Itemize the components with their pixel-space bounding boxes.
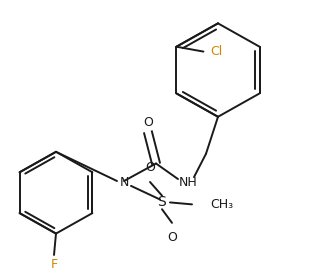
Text: S: S: [158, 195, 166, 209]
Text: O: O: [167, 231, 177, 244]
Text: NH: NH: [179, 176, 197, 189]
Text: N: N: [119, 176, 129, 189]
Text: O: O: [145, 161, 155, 174]
Text: Cl: Cl: [210, 45, 222, 58]
Text: O: O: [143, 116, 153, 129]
Text: F: F: [50, 258, 57, 271]
Text: CH₃: CH₃: [210, 198, 233, 211]
